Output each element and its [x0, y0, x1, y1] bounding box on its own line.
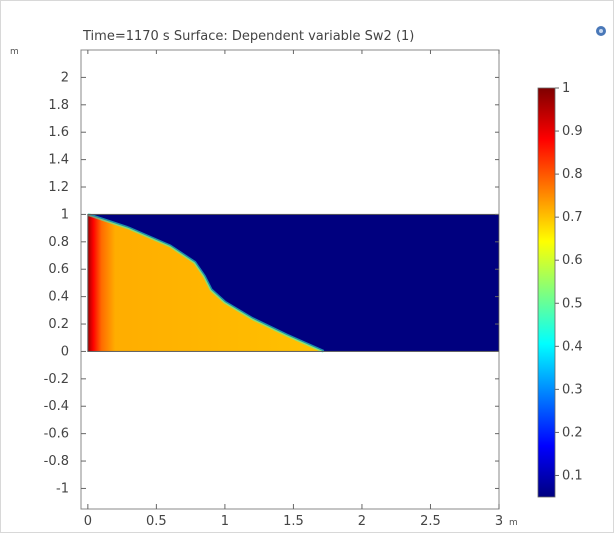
x-tick-label: 2 [358, 514, 366, 529]
x-tick-label: 1.5 [283, 514, 304, 529]
saturation-front-edge [87, 212, 325, 353]
y-tick-label: 0.8 [48, 235, 69, 250]
x-tick-label: 1 [221, 514, 229, 529]
x-axis: 0 0.5 1 1.5 2 2.5 3 m [84, 50, 518, 529]
y-axis-unit: m [10, 47, 19, 57]
y-tick-label: 1.6 [48, 125, 69, 140]
x-tick-label: 0.5 [146, 514, 167, 529]
domain-surface [87, 212, 499, 353]
y-tick-label: -0.2 [44, 372, 69, 387]
y-tick-label: 2 [61, 70, 69, 85]
y-tick-label: 1.2 [48, 180, 69, 195]
settings-icon[interactable] [596, 26, 606, 36]
chart-title: Time=1170 s Surface: Dependent variable … [82, 29, 414, 44]
x-tick-label: 2.5 [420, 514, 441, 529]
colorbar-tick-label: 0.6 [562, 253, 583, 268]
y-tick-label: -1 [56, 481, 69, 496]
y-axis: 2 1.8 1.6 1.4 1.2 1 0.8 0.6 0.4 0.2 0 -0.2 -0.4 -0.6 -… [44, 70, 499, 496]
y-tick-label: -0.6 [44, 427, 69, 442]
colorbar-tick-label: 1 [562, 81, 570, 96]
y-tick-label: 0 [61, 344, 69, 359]
y-tick-label: 0.2 [48, 317, 69, 332]
colorbar-tick-label: 0.4 [562, 339, 583, 354]
y-tick-label: 1.8 [48, 98, 69, 113]
colorbar-tick-label: 0.8 [562, 167, 583, 182]
y-tick-label: 1 [61, 207, 69, 222]
saturation-front-region [87, 214, 324, 352]
colorbar-tick-label: 0.9 [562, 124, 583, 139]
x-tick-label: 3 [495, 514, 503, 529]
y-tick-label: 0.6 [48, 262, 69, 277]
y-tick-label: -0.8 [44, 454, 69, 469]
colorbar-tick-label: 0.2 [562, 425, 583, 440]
x-axis-unit: m [509, 518, 518, 528]
colorbar-tick-label: 0.7 [562, 210, 583, 225]
colorbar-gradient [537, 87, 556, 498]
y-tick-label: 0.4 [48, 290, 69, 305]
colorbar: 1 0.9 0.8 0.7 0.6 0.5 0.4 0.3 0.2 0.1 [537, 81, 583, 498]
domain-outline [87, 213, 499, 352]
colorbar-tick-label: 0.3 [562, 382, 583, 397]
colorbar-tick-label: 0.5 [562, 296, 583, 311]
colorbar-tick-label: 0.1 [562, 468, 583, 483]
y-tick-label: 1.4 [48, 153, 69, 168]
y-tick-label: -0.4 [44, 399, 69, 414]
x-tick-label: 0 [84, 514, 92, 529]
